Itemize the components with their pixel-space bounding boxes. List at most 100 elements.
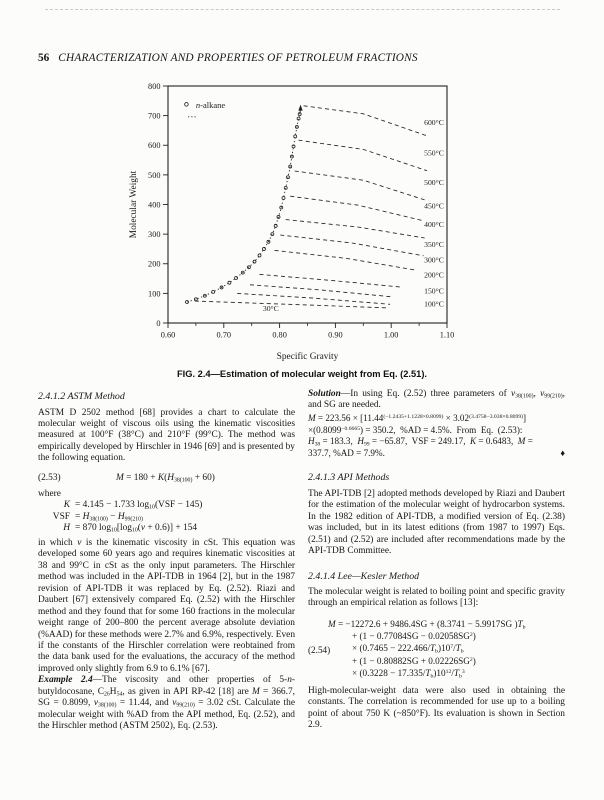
y-axis-title: Molecular Weight	[129, 170, 139, 238]
page-number: 56	[38, 52, 50, 64]
n-alkane-marker	[247, 265, 251, 270]
x-axis-title: Specific Gravity	[277, 351, 339, 362]
solution-calc-line-2: ×(0.8099−0.6665) = 350.2, %AD = 4.5%. Fr…	[308, 424, 523, 435]
y-tick-label: 800	[148, 82, 160, 91]
n-alkane-marker	[283, 186, 288, 190]
isotherm-label: 100°C	[424, 299, 444, 308]
isotherm-line	[259, 273, 403, 288]
equation-2-54-line-5: × (0.3228 − 17.335/Tb)1012/Tb3	[352, 667, 465, 680]
isotherm-label: 400°C	[424, 220, 444, 229]
y-tick-label: 400	[148, 200, 160, 209]
text-columns: 2.4.1.2 ASTM Method ASTM D 2502 method […	[38, 389, 566, 733]
y-tick-label: 300	[148, 230, 160, 239]
equation-2-54-line-1: M = −12272.6 + 9486.4SG + (8.3741 − 5.99…	[328, 618, 526, 631]
n-alkane-marker	[257, 253, 262, 258]
n-alkane-arrow-head	[298, 104, 303, 111]
where-def-k-lhs: K	[63, 500, 70, 511]
isotherm-label: 450°C	[424, 202, 444, 211]
where-def-vsf-rhs: = H38(100) − H99(210)	[75, 511, 143, 523]
n-alkane-marker	[219, 285, 224, 290]
solution-paragraph: Solution—In using Eq. (2.52) three param…	[308, 389, 565, 411]
isotherm-line	[249, 284, 393, 298]
isotherm-label: 200°C	[424, 270, 444, 279]
n-alkane-marker	[288, 164, 293, 169]
equation-2-53-label: (2.53)	[38, 472, 61, 483]
equation-2-54-line-3: × (0.7465 − 222.466/Tb)107/Tb	[352, 643, 464, 655]
isotherm-line	[303, 105, 428, 137]
isotherm-line	[280, 234, 424, 257]
equation-2-53-body: M = 180 + K(H38(100) + 60)	[116, 472, 215, 484]
legend-marker-icon	[184, 102, 189, 107]
n-alkane-marker	[185, 300, 189, 304]
n-alkane-marker	[273, 223, 278, 228]
n-alkane-marker	[296, 116, 301, 121]
page-header: 56 CHARACTERIZATION AND PROPERTIES OF PET…	[38, 52, 566, 64]
equation-2-53: (2.53) M = 180 + K(H38(100) + 60)	[38, 472, 295, 484]
isotherm-label: 350°C	[424, 240, 444, 249]
lee-kesler-intro-paragraph: The molecular weight is related to boili…	[308, 587, 565, 609]
x-tick-label: 0.60	[161, 331, 176, 340]
where-def-h-rhs: = 870 log10[log10(v + 0.6)] + 154	[75, 523, 198, 534]
solution-calculation: M = 223.56 × [11.44(−1.2435+1.1228×0.809…	[308, 413, 565, 459]
scan-artifact-line	[45, 9, 560, 10]
plot-border	[167, 85, 448, 324]
section-heading-lee-kesler: 2.4.1.4 Lee—Kesler Method	[308, 570, 420, 582]
y-tick-label: 500	[148, 171, 160, 180]
running-title: CHARACTERIZATION AND PROPERTIES OF PETRO…	[58, 52, 418, 64]
n-alkane-marker	[289, 154, 294, 159]
where-definitions: K = 4.145 − 1.733 log10(VSF − 145) VSF =…	[38, 500, 295, 535]
left-column: 2.4.1.2 ASTM Method ASTM D 2502 method […	[38, 389, 295, 733]
n-alkane-marker	[234, 276, 238, 280]
isotherm-line	[298, 139, 428, 172]
y-tick-label: 600	[148, 141, 160, 150]
solution-calc-line-1: M = 223.56 × [11.44(−1.2435+1.1228×0.809…	[308, 412, 527, 423]
section-heading-api-methods: 2.4.1.3 API Methods	[308, 472, 390, 484]
n-alkane-marker	[293, 134, 298, 139]
n-alkane-marker	[281, 196, 286, 200]
figure-caption: FIG. 2.4—Estimation of molecular weight …	[176, 369, 428, 379]
molecular-weight-chart: 0 100 200 300 400 500 600 700 800 0.60 0.70 0.80 0.9…	[129, 82, 455, 362]
right-column: Solution—In using Eq. (2.52) three param…	[308, 389, 565, 733]
isotherm-label: 30°C	[263, 304, 279, 313]
hirschler-discussion-paragraph: in which v is the kinematic viscosity in…	[38, 537, 295, 674]
isotherm-line	[237, 292, 391, 305]
solution-calc-line-3: H38 = 183.3, H99 = −65.87, VSF = 249.17,…	[308, 436, 533, 448]
qed-diamond: ♦	[560, 447, 565, 458]
n-alkane-marker	[270, 232, 275, 237]
n-alkane-marker	[262, 247, 266, 251]
solution-calc-line-4: 337.7, %AD = 7.9%. ♦	[308, 448, 565, 460]
x-tick-label: 0.80	[272, 331, 287, 340]
where-label: where	[38, 488, 61, 499]
where-def-h-lhs: H	[63, 523, 70, 534]
where-def-vsf-lhs: VSF	[52, 511, 70, 522]
isotherm-line	[285, 219, 425, 239]
n-alkane-marker	[211, 289, 216, 294]
isotherm-label: 300°C	[424, 255, 444, 264]
n-alkane-marker	[286, 175, 290, 180]
equation-2-54-line-4: + (1 − 0.80882SG + 0.02226SG2)	[352, 655, 476, 666]
isotherm-line	[274, 249, 417, 271]
n-alkane-marker	[252, 259, 257, 264]
n-alkane-marker	[202, 293, 207, 298]
x-tick-label: 1.00	[384, 331, 399, 340]
x-tick-label: 0.90	[328, 331, 343, 340]
section-heading-astm-method: 2.4.1.2 ASTM Method	[38, 391, 125, 402]
n-alkane-marker	[276, 215, 281, 219]
isotherm-label: 550°C	[424, 148, 444, 157]
where-def-k-rhs: = 4.145 − 1.733 log10(VSF − 145)	[75, 500, 203, 511]
isotherm-label: 500°C	[424, 178, 444, 187]
n-alkane-marker	[291, 144, 296, 149]
x-tick-label: 1.10	[440, 331, 455, 340]
y-tick-label: 200	[148, 260, 160, 269]
n-alkane-marker	[227, 280, 232, 285]
n-alkane-marker	[266, 239, 271, 244]
api-methods-paragraph: The API-TDB [2] adopted methods develope…	[308, 488, 565, 557]
y-tick-label: 700	[148, 112, 160, 121]
y-tick-label: 0	[156, 319, 160, 328]
equation-2-54-line-2: + (1 − 0.77084SG − 0.02058SG2)	[352, 631, 476, 642]
isotherm-line	[290, 195, 424, 222]
lee-kesler-note-paragraph: High-molecular-weight data were also use…	[308, 685, 565, 731]
isotherm-label: 600°C	[424, 118, 444, 127]
n-alkane-marker	[279, 205, 284, 210]
